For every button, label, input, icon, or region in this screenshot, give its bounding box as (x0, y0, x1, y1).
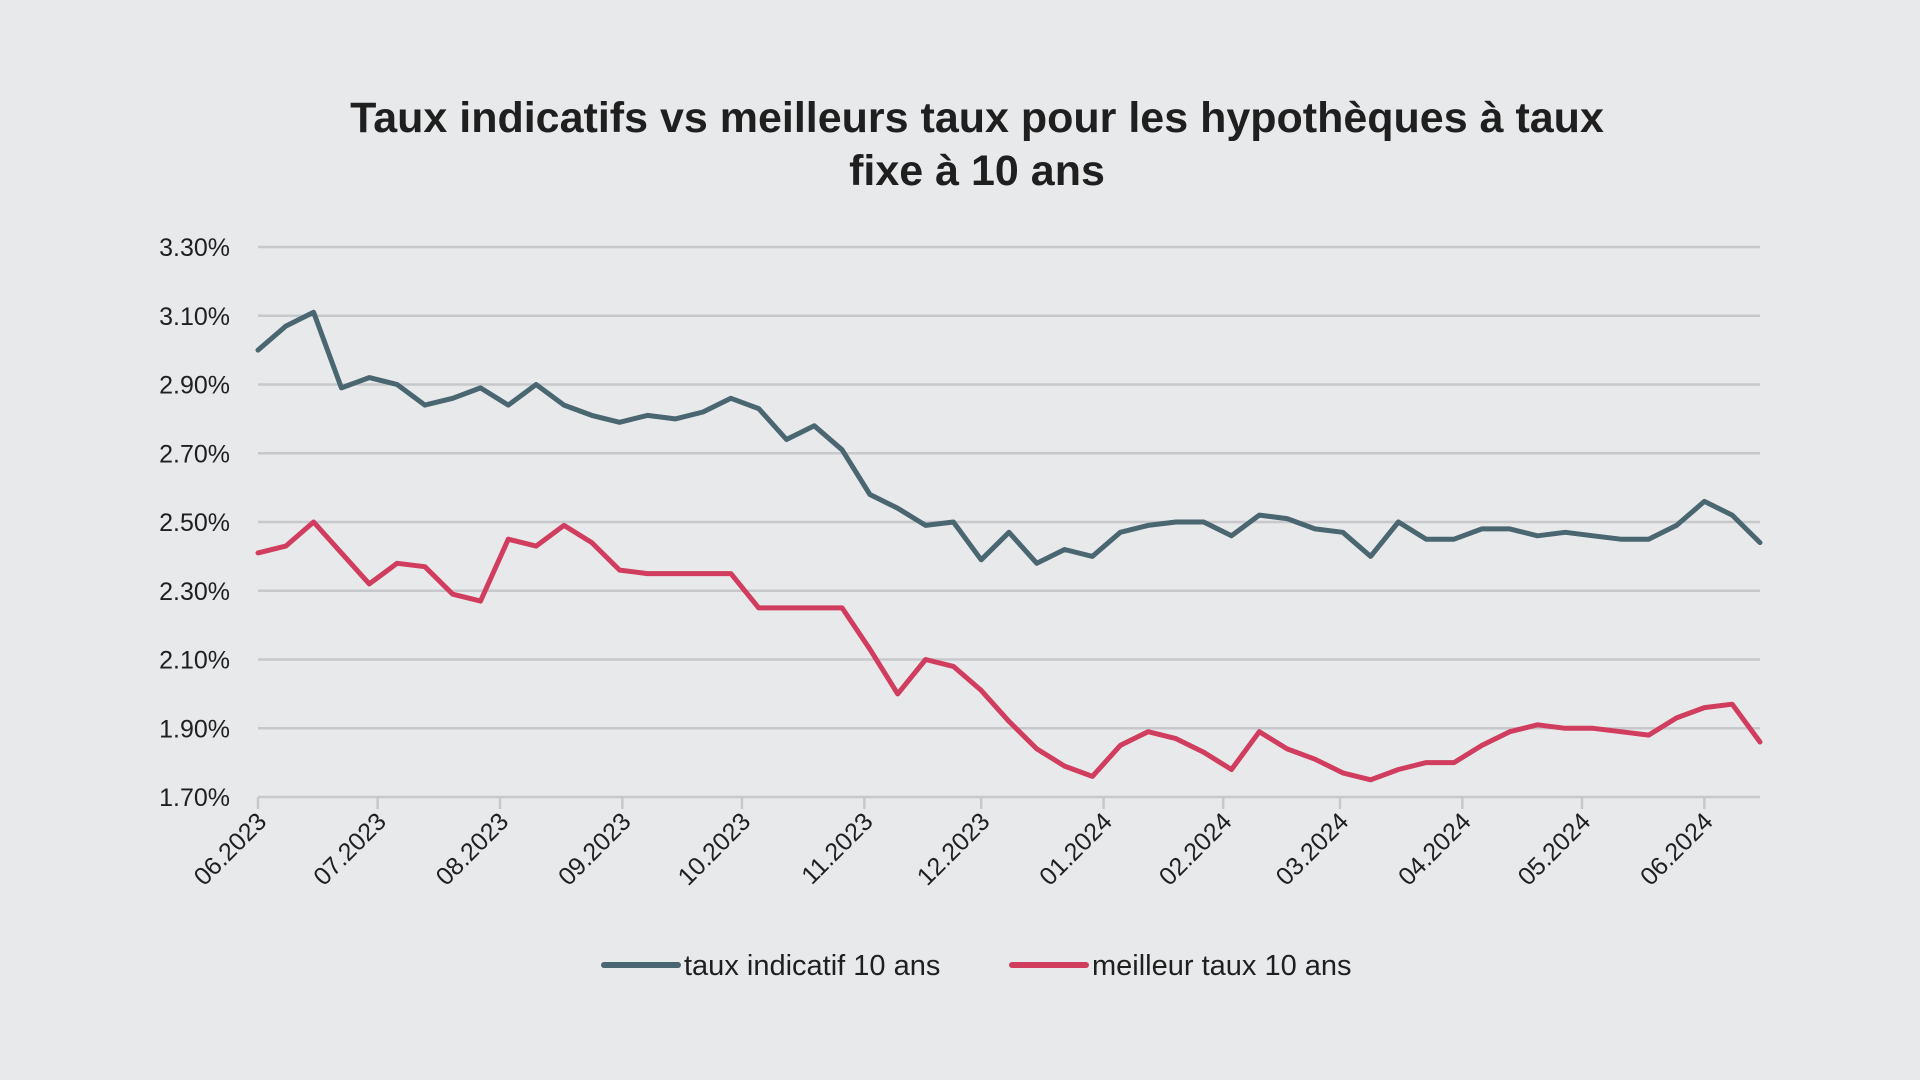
y-tick-label: 2.90% (159, 372, 230, 400)
x-tick-label: 06.2023 (189, 807, 273, 891)
x-tick-label: 12.2023 (912, 807, 996, 891)
y-tick-label: 1.70% (159, 784, 230, 812)
chart-title-line-1: Taux indicatifs vs meilleurs taux pour l… (350, 94, 1604, 142)
chart-title: Taux indicatifs vs meilleurs taux pour l… (350, 94, 1604, 195)
x-tick-label: 05.2024 (1513, 807, 1597, 891)
x-tick-label: 09.2023 (553, 807, 637, 891)
y-tick-label: 2.10% (159, 647, 230, 675)
x-tick-label: 10.2023 (673, 807, 757, 891)
x-tick-label: 04.2024 (1393, 807, 1477, 891)
legend-label-meilleur-taux: meilleur taux 10 ans (1092, 950, 1352, 982)
y-tick-label: 2.30% (159, 578, 230, 606)
x-tick-label: 08.2023 (431, 807, 515, 891)
series-line-taux-indicatif (255, 309, 1763, 566)
x-axis: 06.2023 07.2023 08.2023 09.2023 10.2023 11.20… (189, 795, 1760, 891)
x-tick-label: 11.2023 (796, 807, 878, 889)
x-tick-label: 03.2024 (1271, 807, 1355, 891)
y-axis: 1.70% 1.90% 2.10% 2.30% 2.50% 2.70% 2.90% 3.10%… (159, 234, 230, 812)
legend: taux indicatif 10 ans meilleur taux 10 a… (601, 950, 1352, 982)
y-tick-label: 3.30% (159, 234, 230, 262)
x-tick-label: 06.2024 (1635, 807, 1719, 891)
series-line-meilleur-taux (255, 519, 1763, 783)
y-tick-label: 2.70% (159, 440, 230, 468)
chart-title-line-2: fixe à 10 ans (849, 147, 1105, 195)
gridlines (258, 245, 1760, 730)
x-tick-label: 01.2024 (1034, 807, 1118, 891)
y-tick-label: 3.10% (159, 303, 230, 331)
legend-label-taux-indicatif: taux indicatif 10 ans (684, 950, 940, 982)
x-tick-label: 07.2023 (308, 807, 392, 891)
y-tick-label: 2.50% (159, 509, 230, 537)
plot-series (255, 309, 1763, 783)
x-tick-label: 02.2024 (1154, 807, 1238, 891)
y-tick-label: 1.90% (159, 715, 230, 743)
